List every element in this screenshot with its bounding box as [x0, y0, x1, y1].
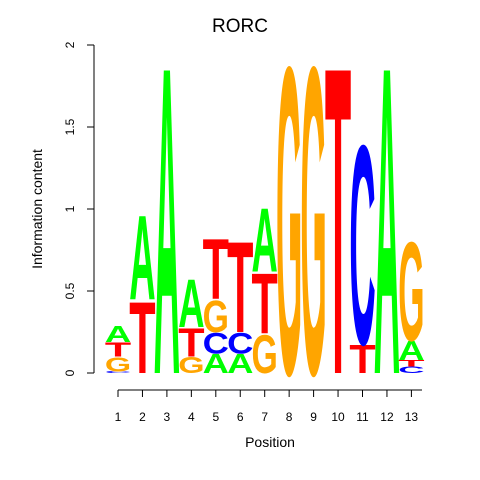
logo-letter-G: G: [300, 0, 326, 467]
logo-letter-A: A: [105, 322, 131, 347]
y-axis: 0 0.5 1 1.5 2 Information content: [29, 41, 95, 376]
logo-letter-glyph: A: [374, 0, 400, 467]
logo-letter-glyph: A: [129, 190, 155, 325]
y-tick-label: 2: [63, 41, 77, 48]
logo-letter-glyph: C: [349, 87, 375, 405]
y-tick-label: 1: [63, 205, 77, 212]
logo-letter-glyph: T: [252, 256, 278, 352]
x-tick-label: 1: [115, 410, 122, 424]
logo-letter-glyph: A: [227, 348, 253, 379]
logo-letter-G: G: [398, 212, 424, 370]
logo-letter-C: C: [227, 327, 253, 360]
logo-letter-T: T: [178, 320, 205, 366]
x-tick-label: 8: [286, 410, 293, 424]
logo-letter-glyph: C: [227, 327, 253, 360]
x-tick-label: 3: [164, 410, 171, 424]
x-axis-ticks: 1 2 3 4 5 6 7 8 9 10 11 12 13: [115, 390, 419, 424]
logo-letter-glyph: G: [105, 353, 131, 376]
y-tick-label: 0: [63, 369, 77, 376]
logo-letter-T: T: [325, 0, 351, 467]
logo-letter-glyph: G: [398, 212, 424, 370]
logo-letter-T: T: [349, 336, 376, 382]
logo-letter-A: A: [178, 265, 204, 342]
logo-letter-glyph: A: [398, 335, 424, 366]
x-tick-label: 5: [212, 410, 219, 424]
y-axis-label: Information content: [29, 149, 45, 269]
logo-letter-glyph: T: [105, 338, 132, 361]
x-tick-label: 7: [261, 410, 268, 424]
y-tick-label: 0.5: [63, 282, 77, 299]
logo-letter-T: T: [129, 280, 155, 395]
logo-letter-A: A: [227, 348, 253, 379]
logo-letter-A: A: [129, 190, 155, 325]
x-tick-label: 11: [356, 410, 369, 424]
logo-letter-T: T: [203, 222, 229, 318]
logo-letter-glyph: T: [178, 320, 205, 366]
x-tick-label: 12: [380, 410, 394, 424]
logo-letter-glyph: T: [203, 222, 229, 318]
x-tick-label: 6: [237, 410, 244, 424]
logo-letter-G: G: [276, 0, 302, 467]
logo-letter-glyph: A: [105, 322, 131, 347]
x-tick-label: 10: [331, 410, 345, 424]
logo-letter-glyph: G: [276, 0, 302, 467]
logo-letter-A: A: [252, 189, 278, 291]
logo-letter-glyph: G: [178, 353, 204, 378]
logo-letter-glyph: T: [227, 215, 253, 360]
chart-title: RORC: [212, 16, 268, 37]
x-tick-label: 2: [139, 410, 146, 424]
logo-letter-T: T: [398, 358, 424, 368]
logo-letter-G: G: [105, 353, 131, 376]
logo-letter-T: T: [227, 215, 253, 360]
logo-letter-glyph: C: [203, 327, 229, 360]
logo-letter-C: C: [349, 87, 375, 405]
logo-letter-C: C: [398, 365, 424, 375]
logo-letter-glyph: A: [178, 265, 204, 342]
logo-letter-glyph: C: [105, 371, 131, 373]
logo-letter-glyph: T: [398, 358, 424, 368]
logo-letter-T: T: [105, 338, 132, 361]
logo-letter-glyph: A: [252, 189, 278, 291]
logo-letter-glyph: A: [203, 348, 229, 379]
logo-letter-glyph: T: [349, 336, 376, 382]
logo-letter-glyph: G: [300, 0, 326, 467]
logo-letter-A: A: [154, 0, 180, 467]
logo-letter-glyph: T: [129, 280, 155, 395]
x-tick-label: 13: [405, 410, 419, 424]
logo-letter-G: G: [178, 353, 204, 378]
x-tick-label: 9: [310, 410, 317, 424]
logo-letter-C: C: [105, 371, 131, 373]
logo-letter-G: G: [252, 324, 278, 385]
x-tick-label: 4: [188, 410, 195, 424]
logo-letter-G: G: [203, 292, 229, 342]
logo-letter-glyph: T: [325, 0, 351, 467]
logo-letter-C: C: [203, 327, 229, 360]
logo-letter-T: T: [252, 256, 278, 352]
logo-letter-A: A: [203, 348, 229, 379]
x-axis-label: Position: [245, 434, 295, 450]
logo-letter-glyph: G: [252, 324, 278, 385]
logo-letter-glyph: C: [398, 365, 424, 375]
y-axis-ticks: 0 0.5 1 1.5 2: [63, 41, 94, 376]
logo-letter-glyph: G: [203, 292, 229, 342]
x-axis: 1 2 3 4 5 6 7 8 9 10 11 12 13 Position: [115, 389, 422, 450]
logo-letter-A: A: [374, 0, 400, 467]
logo-letter-A: A: [398, 335, 424, 366]
y-tick-label: 1.5: [63, 118, 77, 135]
logo-letter-glyph: A: [154, 0, 180, 467]
